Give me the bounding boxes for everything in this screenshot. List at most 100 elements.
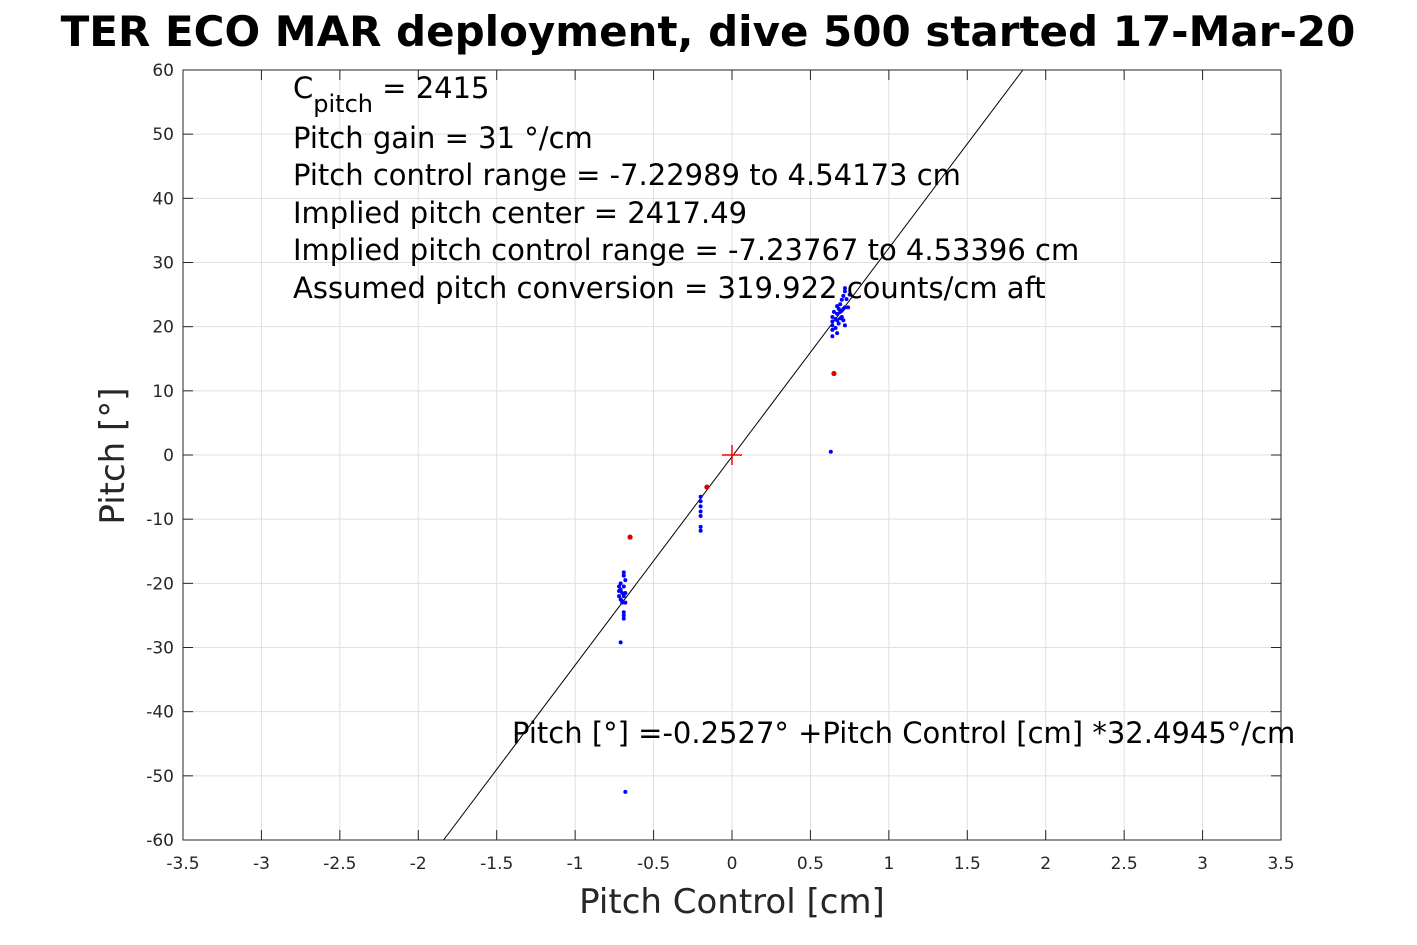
c-pitch-annotation: Cpitch = 2415 xyxy=(293,71,490,118)
data-point xyxy=(830,323,835,328)
data-point xyxy=(623,600,628,605)
x-tick-label: 2.5 xyxy=(1111,854,1138,874)
x-axis-label: Pitch Control [cm] xyxy=(579,882,885,922)
c-pitch-symbol: C xyxy=(293,71,313,105)
data-point xyxy=(621,584,626,589)
data-point xyxy=(698,504,703,509)
annotation-block: Cpitch = 2415 Pitch gain = 31 °/cm Pitch… xyxy=(293,71,1295,750)
data-point xyxy=(620,590,625,595)
center-marker xyxy=(722,445,742,465)
data-point xyxy=(835,311,840,316)
fit-equation-annotation: Pitch [°] =-0.2527° +Pitch Control [cm] … xyxy=(512,716,1295,750)
x-tick-label: -3.5 xyxy=(166,854,199,874)
y-tick-label: 50 xyxy=(152,125,174,145)
data-point xyxy=(831,309,836,314)
data-point xyxy=(617,589,622,594)
y-tick-label: 30 xyxy=(152,254,174,274)
data-point xyxy=(623,590,628,595)
y-tick-label: -30 xyxy=(146,639,174,659)
data-point xyxy=(698,499,703,504)
data-point xyxy=(842,289,847,294)
data-points xyxy=(617,286,852,794)
data-point xyxy=(621,613,626,618)
c-pitch-value: = 2415 xyxy=(373,71,490,105)
data-point xyxy=(621,610,626,615)
data-point xyxy=(830,315,835,320)
data-point xyxy=(621,573,626,578)
data-point xyxy=(833,316,838,321)
y-tick-label: -60 xyxy=(146,831,174,851)
data-point xyxy=(842,305,847,310)
x-tick-label: 2 xyxy=(1040,854,1051,874)
x-tick-label: -2 xyxy=(410,854,427,874)
data-point xyxy=(835,331,840,336)
data-point xyxy=(839,297,844,302)
x-tick-label: -0.5 xyxy=(637,854,670,874)
y-tick-label: 10 xyxy=(152,382,174,402)
data-point xyxy=(698,509,703,514)
data-point xyxy=(623,789,628,794)
x-tick-label: 3 xyxy=(1197,854,1208,874)
data-point xyxy=(623,578,628,583)
y-tick-label: -20 xyxy=(146,574,174,594)
outlier-point xyxy=(831,370,837,377)
data-point xyxy=(621,594,626,599)
data-point xyxy=(842,323,847,328)
outlier-point xyxy=(627,534,633,540)
data-point xyxy=(830,319,835,324)
x-tick-label: -2.5 xyxy=(323,854,356,874)
data-point xyxy=(836,306,841,311)
y-axis-label: Pitch [°] xyxy=(93,387,133,524)
x-tick-label: -1 xyxy=(567,854,584,874)
data-point xyxy=(618,581,623,586)
data-point xyxy=(617,594,622,599)
data-point xyxy=(828,449,833,454)
chart-title: TER ECO MAR deployment, dive 500 started… xyxy=(61,7,1356,56)
y-tick-label: -50 xyxy=(146,767,174,787)
pitch-gain-annotation: Pitch gain = 31 °/cm xyxy=(293,121,593,155)
y-tick-label: 40 xyxy=(152,189,174,209)
data-point xyxy=(846,305,851,310)
data-point xyxy=(698,513,703,518)
data-point xyxy=(841,318,846,323)
x-tick-label: 1 xyxy=(883,854,894,874)
data-point xyxy=(698,494,703,499)
y-tick-label: 60 xyxy=(152,61,174,81)
data-point xyxy=(830,334,835,339)
y-tick-label: 20 xyxy=(152,318,174,338)
x-tick-label: -3 xyxy=(253,854,270,874)
data-point xyxy=(620,599,625,604)
axis-ticks xyxy=(182,69,1282,841)
outlier-point xyxy=(704,484,710,490)
x-tick-label: 3.5 xyxy=(1267,854,1294,874)
y-tick-label: -10 xyxy=(146,510,174,530)
data-point xyxy=(844,297,849,302)
data-point xyxy=(839,315,844,320)
implied-pitch-center-annotation: Implied pitch center = 2417.49 xyxy=(293,196,747,230)
pitch-control-range-annotation: Pitch control range = -7.22989 to 4.5417… xyxy=(293,158,961,192)
assumed-pitch-conversion-annotation: Assumed pitch conversion = 319.922 count… xyxy=(293,271,1046,305)
data-point xyxy=(847,292,852,297)
data-point xyxy=(842,286,847,291)
y-tick-label: 0 xyxy=(163,446,174,466)
y-tick-labels: -60 -50 -40 -30 -20 -10 0 10 20 30 40 50 60 xyxy=(146,61,174,851)
data-point xyxy=(838,302,843,307)
data-point xyxy=(698,524,703,529)
data-point xyxy=(621,616,626,621)
implied-pitch-control-range-annotation: Implied pitch control range = -7.23767 t… xyxy=(293,233,1079,267)
c-pitch-subscript: pitch xyxy=(313,90,373,118)
data-point xyxy=(830,327,835,332)
x-tick-label: -1.5 xyxy=(480,854,513,874)
grid-lines xyxy=(182,69,1282,841)
data-point xyxy=(833,325,838,330)
x-tick-label: 0.5 xyxy=(797,854,824,874)
data-point xyxy=(618,640,623,645)
x-tick-label: 0 xyxy=(727,854,738,874)
data-point xyxy=(617,584,622,589)
x-tick-labels: -3.5 -3 -2.5 -2 -1.5 -1 -0.5 0 0.5 1 1.5 2 2.5 3 3.5 xyxy=(166,854,1294,874)
x-tick-label: 1.5 xyxy=(954,854,981,874)
data-point xyxy=(621,570,626,575)
data-point xyxy=(698,528,703,533)
y-tick-label: -40 xyxy=(146,703,174,723)
